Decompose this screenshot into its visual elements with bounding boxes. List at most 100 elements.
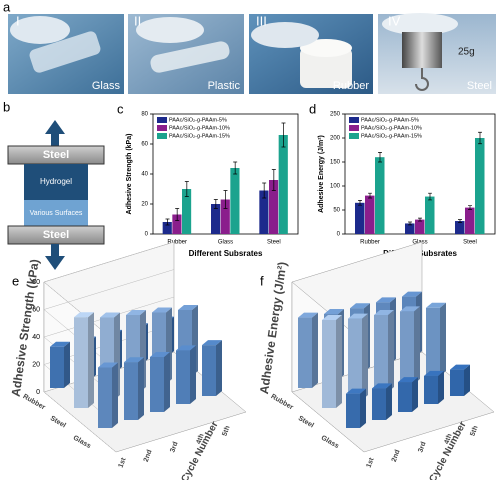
photo-caption: Rubber xyxy=(333,80,369,92)
bar xyxy=(211,204,221,234)
row-label: Steel xyxy=(49,415,67,429)
y-tick-label: 150 xyxy=(330,160,341,166)
legend-swatch xyxy=(157,133,167,139)
bar-top xyxy=(450,364,470,370)
legend-label: PAAc/SiO₂-g-PAAm-15% xyxy=(361,133,422,139)
bar-front xyxy=(124,362,138,420)
bar xyxy=(230,168,240,234)
photo-caption: Steel xyxy=(467,80,492,92)
column-label: 1st xyxy=(366,456,376,469)
x-tick-label: Steel xyxy=(267,240,281,246)
legend-swatch xyxy=(349,125,359,131)
bar-front xyxy=(398,382,412,412)
bar-3d xyxy=(98,362,118,428)
photo xyxy=(378,13,496,94)
panel-label: b xyxy=(3,99,10,114)
error-bar xyxy=(175,208,180,221)
photo-label: II xyxy=(134,13,141,28)
photo xyxy=(128,14,244,94)
y-tick-label: 60 xyxy=(141,142,148,148)
bar-top xyxy=(152,307,172,313)
bar-top xyxy=(348,313,368,319)
bar-3d xyxy=(372,383,392,420)
bar-front xyxy=(50,346,64,388)
bar-top xyxy=(150,352,170,357)
error-bar xyxy=(223,190,228,209)
bar-top xyxy=(372,383,392,389)
bar-3d xyxy=(298,312,318,388)
layer-label: Steel xyxy=(43,149,69,161)
row-label: Glass xyxy=(72,434,92,450)
legend-label: PAAc/SiO₂-g-PAAm-5% xyxy=(361,117,419,123)
row-label: Rubber xyxy=(269,393,294,411)
bar-front xyxy=(98,367,112,428)
bar-side xyxy=(164,352,170,412)
bar-top xyxy=(74,312,94,318)
bar-3d xyxy=(202,340,222,396)
y-axis-label: Adhesive Strength (kPa) xyxy=(126,134,133,215)
bar-side xyxy=(386,383,392,420)
bar-side xyxy=(438,370,444,404)
bar-side xyxy=(112,362,118,428)
bar-front xyxy=(348,318,362,400)
x-tick-label: Rubber xyxy=(360,240,380,246)
error-bar xyxy=(358,200,362,206)
y-tick-label: 200 xyxy=(330,136,341,142)
error-bar xyxy=(478,131,482,145)
error-bar xyxy=(184,181,189,197)
legend-label: PAAc/SiO₂-g-PAAm-15% xyxy=(169,133,230,139)
bar-top xyxy=(124,357,144,363)
bar-side xyxy=(388,310,394,392)
bar-front xyxy=(424,375,438,404)
bar-3d xyxy=(74,312,94,408)
bar-front xyxy=(426,307,440,376)
bar-side xyxy=(312,312,318,388)
bar-top xyxy=(402,291,422,297)
error-bar xyxy=(213,199,218,209)
bar-3d xyxy=(176,345,196,404)
column-label: 2nd xyxy=(391,449,402,463)
bar xyxy=(465,207,475,234)
y-tick-label: 0 xyxy=(337,232,341,238)
bar-3d xyxy=(50,341,70,388)
x-tick-label: Glass xyxy=(218,240,233,246)
bar-side xyxy=(216,340,222,396)
bar-3d xyxy=(150,352,170,412)
bar-front xyxy=(202,345,216,396)
bar-3d xyxy=(124,357,144,420)
column-label: 4th xyxy=(195,433,205,445)
bar-top xyxy=(350,303,370,309)
bar-top xyxy=(376,297,396,303)
weight-label: 25g xyxy=(458,47,475,58)
error-bar xyxy=(378,152,382,163)
z-tick-label: 80 xyxy=(32,279,40,286)
bar xyxy=(415,219,425,234)
bar-3d xyxy=(426,302,446,376)
bar-top xyxy=(426,302,446,308)
column-label: 3rd xyxy=(169,441,179,454)
error-bar xyxy=(233,161,238,175)
bar-top xyxy=(100,312,120,318)
panel-label: e xyxy=(12,273,19,288)
z-tick-label: 40 xyxy=(32,334,40,341)
bar-top xyxy=(202,340,222,346)
bar-top xyxy=(322,315,342,320)
row-label: Rubber xyxy=(21,393,46,411)
bar xyxy=(355,202,365,234)
y-tick-label: 100 xyxy=(330,184,341,190)
bar-front xyxy=(374,315,388,392)
legend-label: PAAc/SiO₂-g-PAAm-10% xyxy=(169,125,230,131)
x-axis-label: Different Subsrates xyxy=(189,249,263,258)
panel-label: c xyxy=(117,101,124,116)
y-tick-label: 40 xyxy=(141,172,148,178)
legend-swatch xyxy=(349,117,359,123)
layer-label: Various Surfaces xyxy=(30,210,83,217)
bar-side xyxy=(64,341,70,388)
error-bar xyxy=(428,192,432,201)
bar xyxy=(220,199,230,234)
error-bar xyxy=(368,192,372,199)
bar-3d xyxy=(398,377,418,412)
legend-label: PAAc/SiO₂-g-PAAm-10% xyxy=(361,125,422,131)
z-tick-label: 60 xyxy=(32,306,40,313)
